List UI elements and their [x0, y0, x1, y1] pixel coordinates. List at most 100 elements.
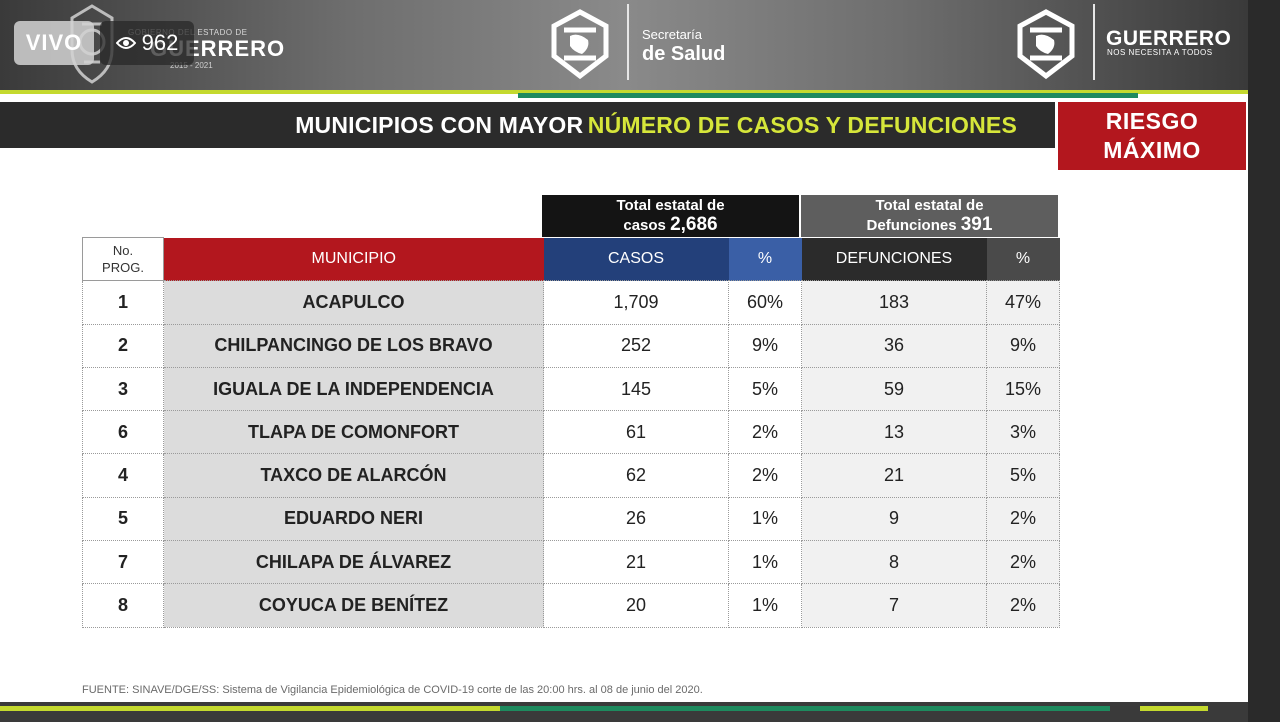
side-margin	[1248, 0, 1280, 722]
total-deaths-label-2: Defunciones	[866, 217, 957, 234]
health-dept-label-small: Secretaría	[642, 27, 702, 42]
cell-defunciones: 9	[801, 496, 987, 542]
total-cases-label-2: casos	[623, 217, 666, 234]
cell-pct-defunciones: 47%	[986, 280, 1060, 325]
cell-pct-defunciones: 2%	[986, 583, 1060, 628]
cell-pct-casos: 5%	[728, 366, 802, 412]
table-header-row: No. PROG. MUNICIPIO CASOS % DEFUNCIONES …	[82, 236, 1060, 282]
header-pct-casos: %	[728, 237, 802, 281]
header-prog: No. PROG.	[82, 236, 164, 282]
risk-line-2: MÁXIMO	[1103, 137, 1201, 163]
live-badge: VIVO	[14, 21, 94, 65]
header-pct-defunciones: %	[986, 237, 1060, 281]
cell-pct-casos: 60%	[728, 280, 802, 325]
cell-pct-defunciones: 2%	[986, 496, 1060, 542]
title-part-yellow: NÚMERO DE CASOS Y DEFUNCIONES	[587, 111, 1017, 138]
cell-casos: 21	[543, 540, 729, 585]
cell-pct-casos: 2%	[728, 453, 802, 498]
table-row: 5 EDUARDO NERI 26 1% 9 2%	[82, 496, 1060, 542]
cell-prog: 3	[82, 366, 164, 412]
total-cases-value: 2,686	[670, 214, 718, 235]
cell-pct-casos: 1%	[728, 540, 802, 585]
header-stripe-green	[518, 93, 1138, 98]
cell-pct-defunciones: 5%	[986, 453, 1060, 498]
table-row: 4 TAXCO DE ALARCÓN 62 2% 21 5%	[82, 453, 1060, 498]
risk-badge: RIESGO MÁXIMO	[1058, 102, 1246, 170]
cell-defunciones: 36	[801, 323, 987, 368]
table-row: 3 IGUALA DE LA INDEPENDENCIA 145 5% 59 1…	[82, 366, 1060, 412]
cell-pct-defunciones: 9%	[986, 323, 1060, 368]
cell-municipio: CHILPANCINGO DE LOS BRAVO	[163, 323, 544, 368]
title-part-white: MUNICIPIOS CON MAYOR	[295, 111, 584, 138]
header-prog-line-1: No.	[112, 243, 134, 259]
cell-municipio: CHILAPA DE ÁLVAREZ	[163, 540, 544, 585]
footer-stripe-yellow	[1140, 706, 1208, 711]
cell-prog: 8	[82, 583, 164, 628]
header-divider	[1093, 4, 1095, 80]
cell-casos: 20	[543, 583, 729, 628]
table-row: 1 ACAPULCO 1,709 60% 183 47%	[82, 280, 1060, 325]
guerrero-brand: GUERRERO	[1106, 27, 1232, 50]
cell-pct-casos: 1%	[728, 496, 802, 542]
footer-stripe-yellow	[0, 706, 500, 711]
source-note: FUENTE: SINAVE/DGE/SS: Sistema de Vigila…	[82, 684, 703, 696]
stream-frame: GOBIERNO DEL ESTADO DE GUERRERO 2015 - 2…	[0, 0, 1248, 722]
header-municipio: MUNICIPIO	[163, 237, 544, 281]
page-title: MUNICIPIOS CON MAYOR NÚMERO DE CASOS Y D…	[0, 102, 1055, 148]
risk-line-1: RIESGO	[1105, 108, 1199, 134]
cell-casos: 252	[543, 323, 729, 368]
cell-pct-defunciones: 2%	[986, 540, 1060, 585]
cell-defunciones: 7	[801, 583, 987, 628]
cell-pct-casos: 9%	[728, 323, 802, 368]
viewers-badge: 962	[100, 21, 194, 65]
cell-pct-casos: 1%	[728, 583, 802, 628]
guerrero-seal-icon	[551, 9, 609, 80]
health-dept-label-big: de Salud	[642, 43, 726, 65]
header-prog-line-2: PROG.	[102, 260, 144, 276]
cell-pct-casos: 2%	[728, 410, 802, 455]
table-row: 6 TLAPA DE COMONFORT 61 2% 13 3%	[82, 410, 1060, 455]
cell-prog: 6	[82, 410, 164, 455]
cell-prog: 4	[82, 453, 164, 498]
total-cases-line: casos 2,686	[542, 215, 799, 235]
cell-prog: 1	[82, 280, 164, 325]
cell-casos: 61	[543, 410, 729, 455]
cell-municipio: TAXCO DE ALARCÓN	[163, 453, 544, 498]
header-divider	[627, 4, 629, 80]
total-cases-label: Total estatal de	[616, 197, 725, 214]
table-row: 8 COYUCA DE BENÍTEZ 20 1% 7 2%	[82, 583, 1060, 628]
guerrero-seal-icon	[1017, 9, 1075, 80]
footer-band	[0, 702, 1248, 722]
table-row: 7 CHILAPA DE ÁLVAREZ 21 1% 8 2%	[82, 540, 1060, 585]
cell-prog: 7	[82, 540, 164, 585]
cell-defunciones: 13	[801, 410, 987, 455]
header-defunciones: DEFUNCIONES	[801, 237, 987, 281]
cell-casos: 1,709	[543, 280, 729, 325]
total-deaths-label: Total estatal de	[875, 197, 984, 214]
table-row: 2 CHILPANCINGO DE LOS BRAVO 252 9% 36 9%	[82, 323, 1060, 368]
total-deaths-line: Defunciones 391	[801, 215, 1058, 235]
cell-defunciones: 59	[801, 366, 987, 412]
cell-prog: 5	[82, 496, 164, 542]
cell-casos: 26	[543, 496, 729, 542]
cell-casos: 62	[543, 453, 729, 498]
total-cases-box: Total estatal de casos 2,686	[542, 195, 799, 237]
cell-municipio: EDUARDO NERI	[163, 496, 544, 542]
cell-pct-defunciones: 15%	[986, 366, 1060, 412]
total-deaths-box: Total estatal de Defunciones 391	[801, 195, 1058, 237]
header-casos: CASOS	[543, 237, 729, 281]
eye-icon	[115, 37, 136, 49]
cell-municipio: TLAPA DE COMONFORT	[163, 410, 544, 455]
municipalities-table: No. PROG. MUNICIPIO CASOS % DEFUNCIONES …	[82, 236, 1060, 628]
footer-stripe-green	[500, 706, 1110, 711]
total-deaths-value: 391	[960, 214, 993, 235]
cell-municipio: COYUCA DE BENÍTEZ	[163, 583, 544, 628]
cell-defunciones: 21	[801, 453, 987, 498]
cell-casos: 145	[543, 366, 729, 412]
cell-pct-defunciones: 3%	[986, 410, 1060, 455]
cell-defunciones: 183	[801, 280, 987, 325]
viewer-count: 962	[141, 30, 179, 55]
cell-municipio: IGUALA DE LA INDEPENDENCIA	[163, 366, 544, 412]
guerrero-slogan: NOS NECESITA A TODOS	[1107, 48, 1213, 57]
cell-prog: 2	[82, 323, 164, 368]
